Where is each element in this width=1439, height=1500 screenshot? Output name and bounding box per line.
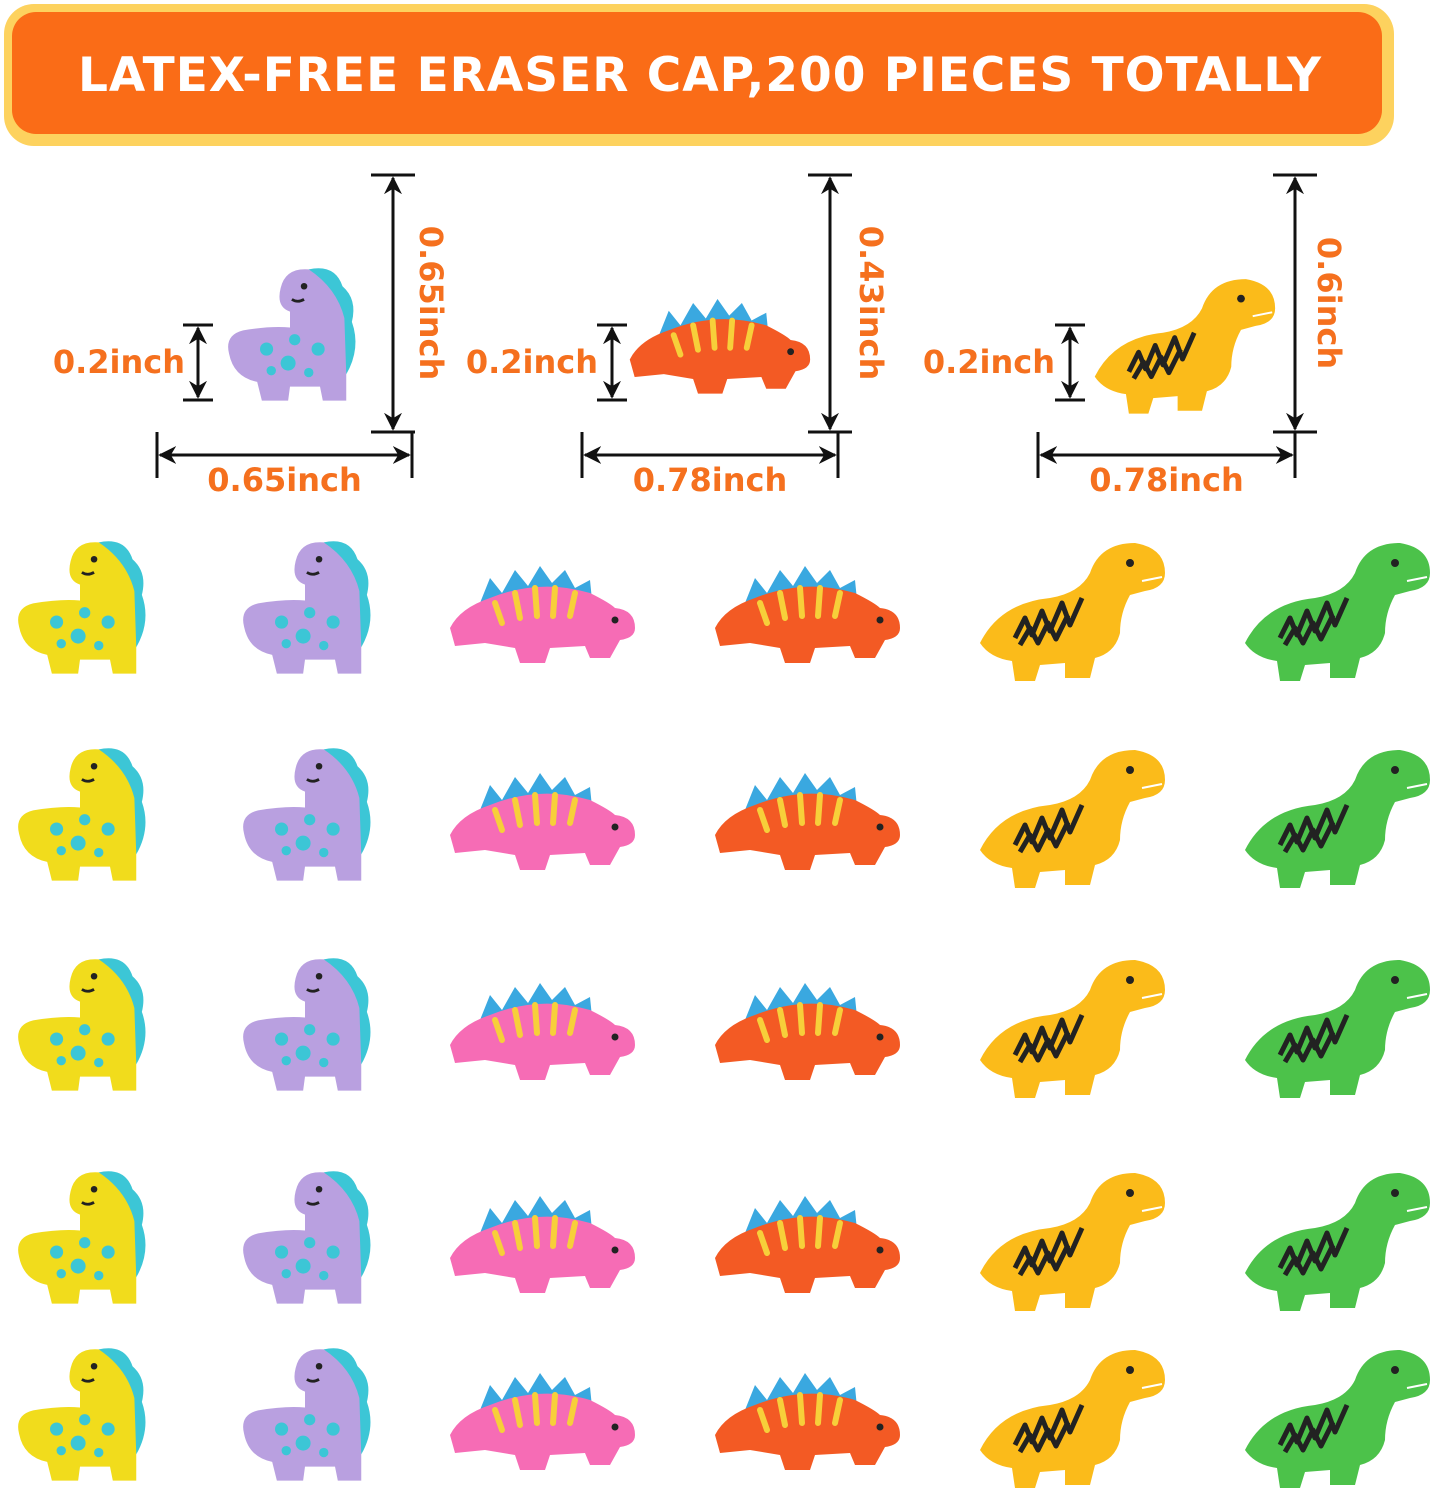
trex-eraser	[980, 960, 1165, 1098]
trex-eraser	[1245, 750, 1430, 888]
sauropod-eraser	[16, 956, 147, 1093]
stegosaurus-eraser-image	[630, 299, 810, 394]
sauropod-eraser	[16, 539, 147, 676]
sauropod-eraser	[241, 1346, 372, 1483]
trex-eraser	[980, 1350, 1165, 1488]
stegosaurus-eraser	[450, 983, 635, 1080]
trex-eraser	[1245, 1173, 1430, 1311]
eraser-row	[16, 1169, 1430, 1311]
dimension-group-trex: 0.6inch 0.78inch 0.2inch	[923, 173, 1348, 499]
width-label: 0.78inch	[1089, 461, 1243, 499]
thickness-label: 0.2inch	[53, 343, 185, 381]
width-label: 0.78inch	[633, 461, 787, 499]
sauropod-eraser	[241, 539, 372, 676]
stegosaurus-eraser	[450, 773, 635, 870]
width-label: 0.65inch	[207, 461, 361, 499]
stegosaurus-eraser	[715, 1373, 900, 1470]
sauropod-eraser	[241, 746, 372, 883]
eraser-grid	[16, 539, 1430, 1488]
banner-title: LATEX-FREE ERASER CAP,200 PIECES TOTALLY	[78, 48, 1322, 103]
banner: LATEX-FREE ERASER CAP,200 PIECES TOTALLY	[4, 4, 1394, 146]
sauropod-eraser-image	[226, 266, 357, 403]
trex-eraser	[980, 543, 1165, 681]
stegosaurus-eraser	[450, 1196, 635, 1293]
eraser-row	[16, 956, 1430, 1098]
sauropod-eraser	[16, 746, 147, 883]
sauropod-eraser	[241, 1169, 372, 1306]
stegosaurus-eraser	[715, 983, 900, 1080]
thickness-label: 0.2inch	[466, 343, 598, 381]
height-label: 0.43inch	[852, 226, 890, 380]
height-label: 0.6inch	[1310, 237, 1348, 369]
eraser-row	[16, 1346, 1430, 1488]
sauropod-eraser	[16, 1346, 147, 1483]
height-label: 0.65inch	[412, 226, 450, 380]
stegosaurus-eraser	[450, 1373, 635, 1470]
stegosaurus-eraser	[450, 566, 635, 663]
eraser-row	[16, 746, 1430, 888]
trex-eraser	[1245, 543, 1430, 681]
trex-eraser-image	[1095, 279, 1275, 414]
sauropod-eraser	[241, 956, 372, 1093]
stegosaurus-eraser	[715, 773, 900, 870]
dimension-group-stegosaurus: 0.43inch 0.78inch 0.2inch	[466, 173, 890, 499]
trex-eraser	[1245, 960, 1430, 1098]
thickness-label: 0.2inch	[923, 343, 1055, 381]
stegosaurus-eraser	[715, 566, 900, 663]
trex-eraser	[980, 1173, 1165, 1311]
eraser-row	[16, 539, 1430, 681]
dimension-group-sauropod: 0.65inch 0.65inch 0.2inch	[53, 173, 450, 499]
stegosaurus-eraser	[715, 1196, 900, 1293]
trex-eraser	[980, 750, 1165, 888]
banner-fill	[12, 12, 1382, 134]
sauropod-eraser	[16, 1169, 147, 1306]
trex-eraser	[1245, 1350, 1430, 1488]
